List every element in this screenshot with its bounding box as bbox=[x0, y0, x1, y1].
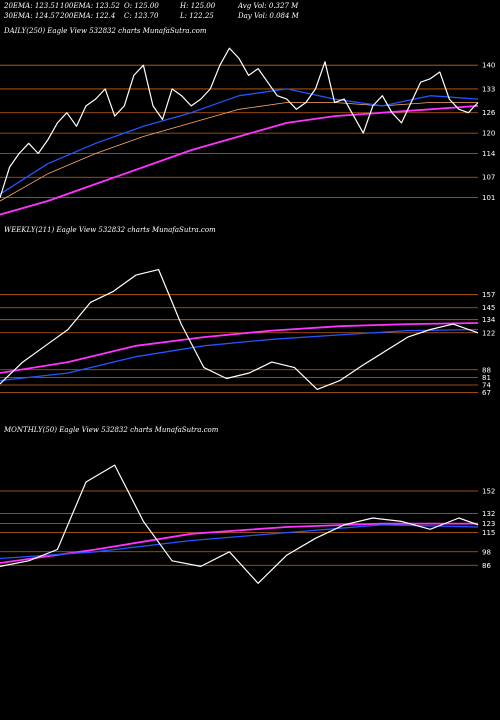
ema20-value: 20EMA: 123.51 bbox=[4, 2, 60, 10]
low-value: L: 122.25 bbox=[180, 12, 214, 20]
weekly-ema-fast-line bbox=[0, 328, 479, 382]
day-volume-value: Day Vol: 0.084 M bbox=[238, 12, 299, 20]
daily-tick-label: 133 bbox=[482, 85, 495, 93]
weekly-tick-label: 74 bbox=[482, 382, 491, 390]
daily-tick-label: 126 bbox=[482, 109, 496, 117]
open-value: O: 125.00 bbox=[124, 2, 159, 10]
monthly-ema-fast-line bbox=[0, 524, 479, 560]
weekly-tick-label: 157 bbox=[482, 291, 495, 299]
ema200-value: 200EMA: 122.4 bbox=[60, 12, 116, 20]
weekly-panel-title: WEEKLY(211) Eagle View 532832 charts Mun… bbox=[4, 226, 216, 234]
monthly-tick-label: 123 bbox=[482, 520, 495, 528]
monthly-tick-label: 115 bbox=[482, 529, 495, 537]
daily-chart: 140 133 126 120 114 107 101 bbox=[0, 47, 496, 216]
weekly-tick-label: 81 bbox=[482, 374, 491, 382]
daily-ema-fast-line bbox=[0, 88, 479, 195]
weekly-price-line bbox=[0, 268, 479, 390]
monthly-tick-label: 132 bbox=[482, 510, 495, 518]
monthly-ema-slow-line bbox=[0, 522, 478, 564]
high-value: H: 125.00 bbox=[180, 2, 216, 10]
monthly-panel-title: MONTHLY(50) Eagle View 532832 charts Mun… bbox=[4, 426, 219, 434]
weekly-tick-label: 145 bbox=[482, 304, 495, 312]
weekly-tick-label: 134 bbox=[482, 316, 496, 324]
ema30-value: 30EMA: 124.57 bbox=[4, 12, 60, 20]
daily-tick-label: 140 bbox=[482, 62, 495, 70]
close-value: C: 123.70 bbox=[124, 12, 159, 20]
weekly-tick-label: 67 bbox=[482, 389, 491, 397]
daily-tick-label: 114 bbox=[482, 150, 496, 158]
daily-tick-label: 101 bbox=[482, 194, 495, 202]
monthly-tick-label: 86 bbox=[482, 562, 491, 570]
monthly-price-line bbox=[0, 464, 479, 584]
monthly-tick-label: 98 bbox=[482, 548, 491, 556]
daily-ema-slow-line bbox=[0, 105, 479, 216]
daily-panel-title: DAILY(250) Eagle View 532832 charts Muna… bbox=[4, 27, 207, 35]
daily-price-line bbox=[0, 47, 479, 198]
weekly-ema-slow-line bbox=[0, 322, 479, 374]
daily-tick-label: 120 bbox=[482, 130, 495, 138]
avg-volume-value: Avg Vol: 0.327 M bbox=[238, 2, 299, 10]
monthly-tick-label: 152 bbox=[482, 488, 495, 496]
ema100-value: 100EMA: 123.52 bbox=[60, 2, 120, 10]
daily-ema-mid-line bbox=[0, 102, 478, 202]
daily-tick-label: 107 bbox=[482, 174, 495, 182]
weekly-tick-label: 122 bbox=[482, 329, 495, 337]
weekly-tick-label: 88 bbox=[482, 366, 491, 374]
stats-header: 20EMA: 123.51 100EMA: 123.52 O: 125.00 H… bbox=[4, 1, 304, 21]
